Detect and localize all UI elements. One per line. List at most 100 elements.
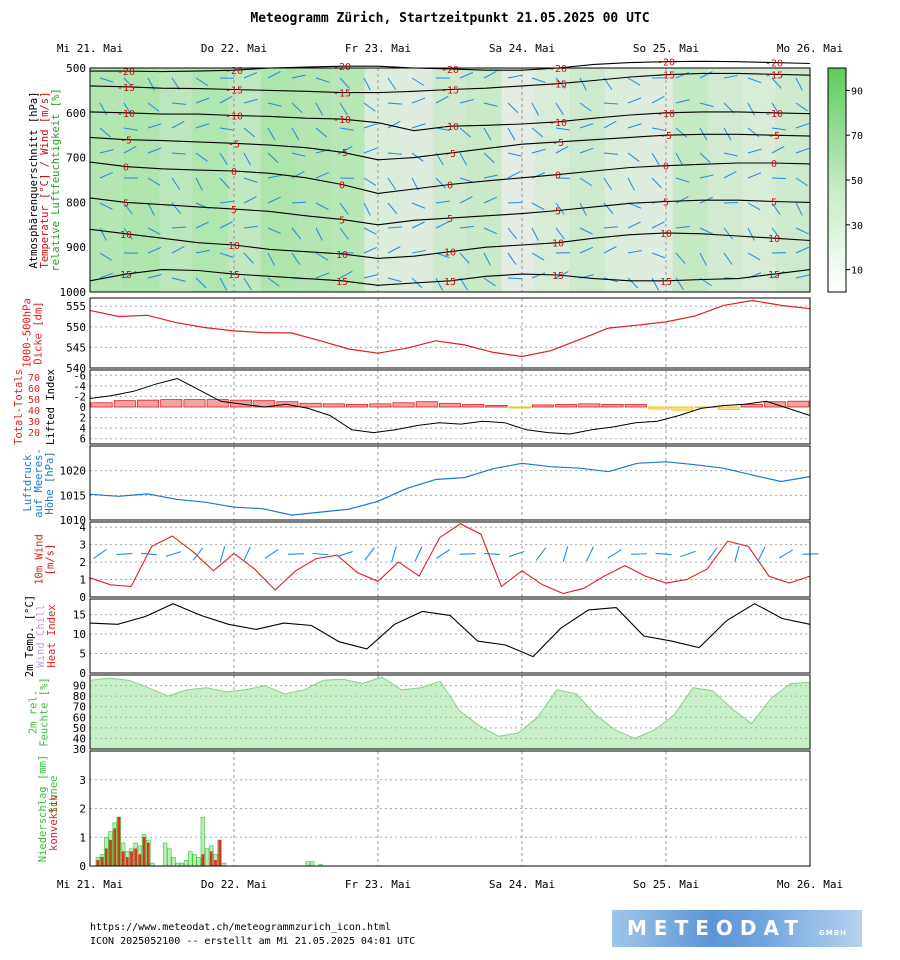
- precip-bar: [188, 851, 193, 867]
- wind-direction-arrow: [586, 546, 594, 562]
- wind-arrow: [483, 174, 498, 179]
- isotherm-label: 10: [228, 241, 240, 252]
- isotherm-label: 15: [768, 270, 780, 281]
- day-label-bottom: Mo 26. Mai: [777, 878, 843, 891]
- wind-arrow: [411, 249, 426, 254]
- rh-tick-label: 70: [73, 701, 86, 714]
- wind-arrow: [747, 202, 761, 211]
- rh-tick-label: 80: [73, 690, 86, 703]
- total-totals-tick: 40: [28, 406, 40, 417]
- wind-arrow: [99, 127, 111, 138]
- wind-arrow: [675, 152, 684, 166]
- chart-title: Meteogramm Zürich, Startzeitpunkt 21.05.…: [250, 11, 649, 26]
- isotherm-label: -15: [657, 71, 675, 82]
- wind-ylabel-line-0: 10m Wind: [34, 534, 46, 585]
- isotherm-label: -10: [765, 109, 783, 120]
- wind-direction-arrow: [287, 553, 305, 555]
- wind-arrow: [627, 77, 641, 86]
- wind-arrow: [723, 102, 735, 114]
- wind-arrow: [771, 145, 785, 154]
- wind-arrow: [387, 120, 401, 129]
- wind-arrow: [147, 273, 162, 279]
- wind-arrow: [795, 177, 808, 187]
- wind-arrow: [387, 177, 397, 190]
- wind-arrow: [795, 102, 808, 112]
- wind-arrow: [579, 246, 594, 254]
- rh-tick-label: 60: [73, 711, 86, 724]
- wind-arrow: [459, 225, 474, 229]
- wind-arrow: [771, 202, 781, 215]
- wind-direction-arrow: [337, 551, 353, 557]
- wind-arrow: [339, 77, 350, 89]
- pressure-line: [89, 461, 811, 516]
- wind-arrow: [675, 127, 687, 138]
- wind-arrow: [795, 122, 810, 129]
- wind-arrow: [531, 127, 544, 138]
- isotherm-label: 0: [771, 159, 777, 170]
- lifted-index-tick: -4: [73, 381, 86, 393]
- wind-arrow: [99, 172, 114, 179]
- wind-arrow: [363, 147, 378, 154]
- wind-arrow: [723, 252, 733, 265]
- isotherm-label: -20: [549, 64, 567, 75]
- temp-ylabel-line-2: Heat Index: [46, 604, 58, 667]
- wind-arrow: [363, 274, 378, 279]
- wind-arrow: [291, 171, 305, 179]
- wind-arrow: [195, 77, 209, 86]
- isotherm-label: 0: [555, 171, 561, 182]
- lifted-index-bar: [671, 406, 694, 411]
- isotherm-label: -20: [225, 66, 243, 77]
- lifted-index-bar: [578, 403, 601, 408]
- isotherm--5: [89, 133, 811, 161]
- wind-arrow: [315, 102, 324, 116]
- wind-direction-arrow: [508, 550, 525, 558]
- humidity-column: [535, 68, 571, 292]
- wind-arrow: [171, 277, 186, 282]
- wind-direction-arrow: [435, 549, 451, 559]
- rh-area: [90, 677, 810, 749]
- wind-arrow: [387, 277, 402, 283]
- humidity-column: [707, 68, 742, 292]
- wind-arrow: [291, 74, 306, 79]
- convective-bar: [109, 839, 112, 867]
- wind-arrow: [195, 177, 203, 191]
- wind-arrow: [219, 95, 233, 104]
- wind-arrow: [555, 127, 570, 131]
- wind-arrow: [195, 277, 207, 289]
- total-totals-line: [89, 377, 811, 435]
- pressure-level-label: 1000: [60, 286, 87, 299]
- humidity-column: [364, 68, 400, 292]
- isotherm-label: -5: [768, 131, 780, 142]
- wind-arrow: [651, 177, 663, 189]
- wind-arrow: [627, 250, 642, 254]
- thickness-ylabel-line-1: Dicke [dm]: [33, 301, 45, 364]
- footer-url[interactable]: https://www.meteodat.ch/meteogrammzurich…: [90, 922, 392, 933]
- wind-direction-arrow: [165, 551, 182, 557]
- wind-arrow: [459, 152, 468, 166]
- wind-arrow: [483, 277, 496, 287]
- wind-arrow: [315, 252, 329, 261]
- isotherm-label: -10: [117, 109, 135, 120]
- wind-direction-arrow: [140, 552, 158, 556]
- wind-arrow: [315, 202, 329, 210]
- wind-arrow: [99, 202, 113, 210]
- wind-arrow: [99, 149, 114, 154]
- wind-arrow: [387, 152, 402, 155]
- wind-arrow: [99, 77, 114, 83]
- wind-arrow: [315, 227, 323, 241]
- humidity-column: [604, 68, 640, 292]
- isotherm-label: 10: [120, 230, 132, 241]
- wind-arrow: [267, 196, 281, 204]
- wind-arrow: [651, 152, 660, 166]
- isotherm-label: 15: [444, 277, 456, 288]
- wind-direction-arrow: [192, 547, 204, 561]
- wind-arrow: [171, 246, 185, 254]
- wind-direction-arrow: [778, 549, 794, 559]
- wind-arrow: [243, 127, 256, 138]
- wind-arrow: [363, 123, 378, 129]
- wind-arrow: [219, 152, 228, 166]
- isotherm-label: -10: [441, 122, 459, 133]
- isotherm-label: 0: [339, 180, 345, 191]
- wind-arrow: [267, 252, 275, 266]
- wind-arrow: [579, 77, 587, 91]
